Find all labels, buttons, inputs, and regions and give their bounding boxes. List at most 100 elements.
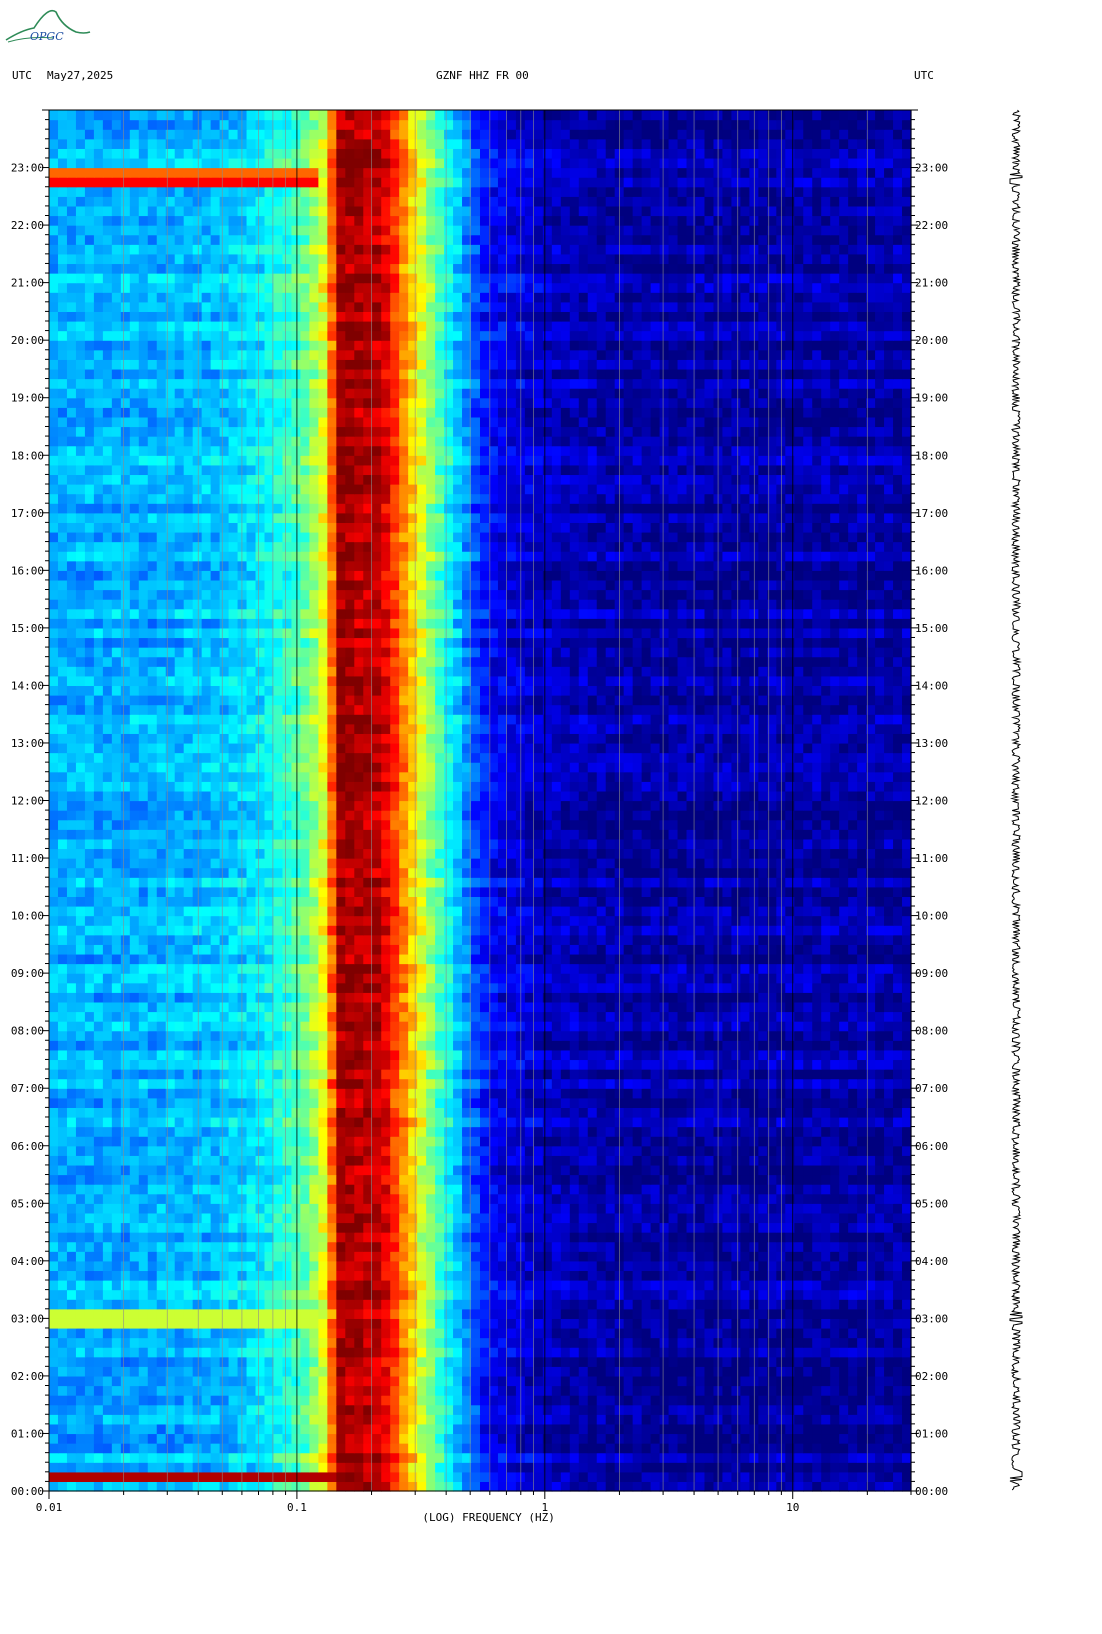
heatmap-cell [309, 1116, 319, 1128]
heatmap-cell [318, 1069, 328, 1080]
heatmap-cell [839, 1011, 849, 1022]
heatmap-cell [497, 1280, 508, 1291]
heatmap-cell [453, 1385, 463, 1396]
heatmap-cell [623, 1280, 634, 1291]
heatmap-cell [129, 1155, 140, 1166]
heatmap-cell [93, 1030, 104, 1041]
heatmap-cell [120, 1423, 131, 1435]
heatmap-cell [381, 1040, 391, 1051]
heatmap-cell [596, 1155, 607, 1166]
heatmap-cell [524, 1356, 535, 1367]
heatmap-cell [884, 1308, 894, 1319]
heatmap-cell [165, 1452, 176, 1463]
heatmap-cell [641, 1404, 652, 1415]
heatmap-cell [345, 1174, 355, 1185]
heatmap-cell [372, 1107, 382, 1118]
heatmap-cell [75, 1222, 86, 1233]
heatmap-cell [309, 1366, 319, 1377]
heatmap-cell [93, 1126, 104, 1137]
heatmap-cell [677, 1366, 688, 1377]
heatmap-cell [390, 1212, 400, 1224]
heatmap-cell [839, 1145, 849, 1156]
heatmap-cell [569, 1030, 580, 1041]
heatmap-cell [345, 1347, 355, 1358]
heatmap-cell [821, 1270, 831, 1281]
heatmap-cell [75, 1481, 86, 1492]
heatmap-cell [551, 1069, 562, 1080]
heatmap-cell [49, 1280, 59, 1291]
heatmap-cell [632, 1395, 643, 1406]
heatmap-cell [668, 1260, 679, 1272]
heatmap-cell [731, 1021, 741, 1032]
heatmap-cell [578, 1375, 589, 1387]
heatmap-cell [722, 1289, 733, 1300]
heatmap-cell [210, 1471, 221, 1483]
heatmap-cell [363, 1040, 373, 1051]
heatmap-cell [893, 1299, 903, 1310]
heatmap-cell [551, 1308, 562, 1319]
heatmap-cell [93, 1280, 104, 1291]
heatmap-cell [444, 1174, 454, 1185]
heatmap-cell [327, 1155, 337, 1166]
heatmap-cell [677, 1203, 688, 1214]
heatmap-cell [156, 1299, 167, 1310]
heatmap-cell [533, 1356, 544, 1367]
heatmap-cell [57, 1059, 68, 1070]
heatmap-cell [848, 1433, 858, 1444]
heatmap-cell [857, 1164, 867, 1176]
heatmap-cell [551, 1347, 562, 1358]
heatmap-cell [839, 1289, 849, 1300]
heatmap-cell [93, 1395, 104, 1406]
heatmap-cell [192, 1260, 203, 1272]
heatmap-cell [641, 1260, 652, 1272]
heatmap-cell [506, 1308, 517, 1319]
heatmap-cell [830, 1347, 840, 1358]
heatmap-cell [632, 1356, 643, 1367]
heatmap-cell [444, 1136, 454, 1147]
heatmap-cell [147, 1059, 158, 1070]
heatmap-cell [210, 1212, 221, 1224]
heatmap-cell [533, 1260, 544, 1272]
heatmap-cell [596, 1318, 607, 1329]
heatmap-cell [839, 1452, 849, 1463]
heatmap-cell [722, 1318, 733, 1329]
heatmap-cell [812, 1270, 822, 1281]
heatmap-cell [875, 1414, 885, 1425]
heatmap-cell [120, 1433, 131, 1444]
heatmap-cell [57, 1040, 68, 1051]
heatmap-cell [408, 1251, 418, 1262]
heatmap-cell [372, 1366, 382, 1377]
heatmap-cell [174, 1088, 185, 1099]
heatmap-cell [192, 1145, 203, 1156]
heatmap-cell [300, 1030, 310, 1041]
heatmap-cell [848, 1069, 858, 1080]
heatmap-cell [264, 1356, 275, 1367]
heatmap-cell [677, 1174, 688, 1185]
heatmap-cell [587, 1203, 598, 1214]
heatmap-cell [758, 1059, 768, 1070]
heatmap-cell [264, 1299, 275, 1310]
heatmap-cell [75, 1145, 86, 1156]
heatmap-cell [327, 1452, 337, 1463]
heatmap-cell [740, 1222, 750, 1233]
heatmap-cell [156, 1212, 167, 1224]
heatmap-cell [794, 1011, 804, 1022]
heatmap-cell [551, 1289, 562, 1300]
heatmap-cell [111, 1443, 122, 1454]
heatmap-cell [875, 1347, 885, 1358]
heatmap-cell [165, 1164, 176, 1176]
heatmap-cell [408, 1452, 418, 1463]
heatmap-cell [165, 1260, 176, 1272]
heatmap-cell [560, 1030, 571, 1041]
heatmap-cell [300, 1174, 310, 1185]
heatmap-cell [704, 1481, 715, 1492]
heatmap-cell [192, 1462, 203, 1473]
heatmap-cell [201, 1011, 212, 1022]
heatmap-cell [803, 1395, 813, 1406]
heatmap-cell [704, 1462, 715, 1473]
heatmap-cell [686, 1155, 697, 1166]
heatmap-cell [228, 1356, 239, 1367]
heatmap-cell [488, 1030, 499, 1041]
heatmap-cell [165, 1481, 176, 1492]
heatmap-cell [129, 1443, 140, 1454]
